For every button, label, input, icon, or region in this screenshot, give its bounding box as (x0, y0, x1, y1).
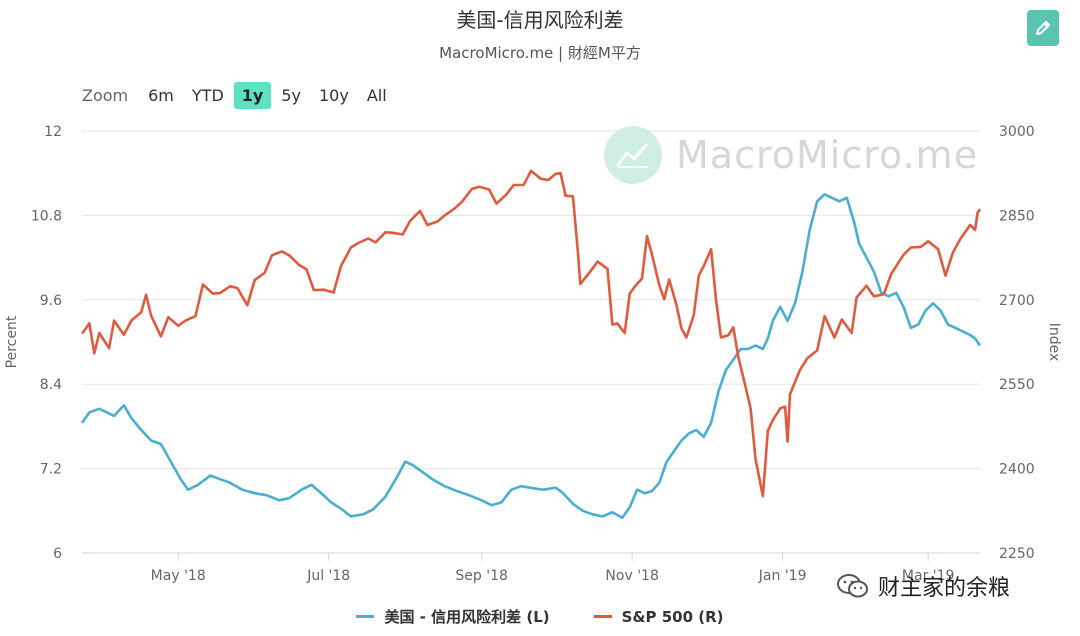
legend-label-sp500: S&P 500 (R) (621, 607, 724, 626)
zoom-10y-button[interactable]: 10y (318, 86, 349, 105)
series-line-sp500 (80, 169, 982, 498)
legend-swatch-sp500 (593, 615, 612, 618)
zoom-all-button[interactable]: All (366, 86, 387, 105)
legend-item-sp500[interactable]: S&P 500 (R) (593, 606, 724, 627)
zoom-5y-button[interactable]: 5y (281, 86, 301, 105)
left-tick-label: 12 (44, 124, 62, 140)
zoom-label: Zoom (82, 86, 129, 105)
legend-swatch-spread (356, 615, 375, 618)
zoom-ytd-button[interactable]: YTD (191, 86, 224, 105)
right-axis-title: Index (1046, 323, 1062, 362)
left-axis-title: Percent (4, 315, 20, 368)
edit-button[interactable] (1027, 10, 1059, 46)
left-tick-label: 10.8 (31, 208, 62, 224)
chart-title: 美国-信用风险利差 (456, 8, 624, 32)
zoom-bar: Zoom 6m YTD 1y 5y 10y All (82, 82, 397, 109)
wechat-text: 财主家的余粮 (878, 576, 1011, 601)
x-tick-label: May '18 (151, 568, 206, 584)
right-tick-label: 3000 (999, 124, 1035, 140)
zoom-1y-button[interactable]: 1y (233, 82, 272, 109)
x-tick-label: Jul '18 (306, 568, 350, 584)
chart-subtitle: MacroMicro.me | 財經M平方 (439, 44, 641, 62)
legend-label-spread: 美国 - 信用风险利差 (L) (384, 608, 550, 626)
left-tick-label: 9.6 (40, 293, 62, 309)
series-line-credit-spread (80, 193, 982, 520)
left-tick-label: 8.4 (40, 377, 62, 393)
wechat-watermark: 财主家的余粮 (836, 570, 1010, 602)
x-tick-label: Nov '18 (605, 568, 658, 584)
legend-item-spread[interactable]: 美国 - 信用风险利差 (L) (356, 606, 550, 627)
x-tick-label: Jan '19 (758, 568, 807, 584)
right-tick-label: 2850 (999, 208, 1035, 224)
right-tick-label: 2400 (999, 462, 1035, 478)
right-tick-label: 2250 (999, 546, 1035, 562)
right-tick-label: 2550 (999, 377, 1035, 393)
x-tick-label: Sep '18 (455, 568, 508, 584)
left-tick-label: 6 (53, 546, 62, 562)
legend: 美国 - 信用风险利差 (L) S&P 500 (R) (0, 606, 1080, 627)
pencil-icon (1036, 21, 1050, 35)
zoom-6m-button[interactable]: 6m (148, 86, 174, 105)
x-tick-label: Mar '19 (902, 568, 955, 584)
left-tick-label: 7.2 (40, 462, 62, 478)
wechat-icon (837, 574, 868, 598)
right-tick-label: 2700 (999, 293, 1035, 309)
